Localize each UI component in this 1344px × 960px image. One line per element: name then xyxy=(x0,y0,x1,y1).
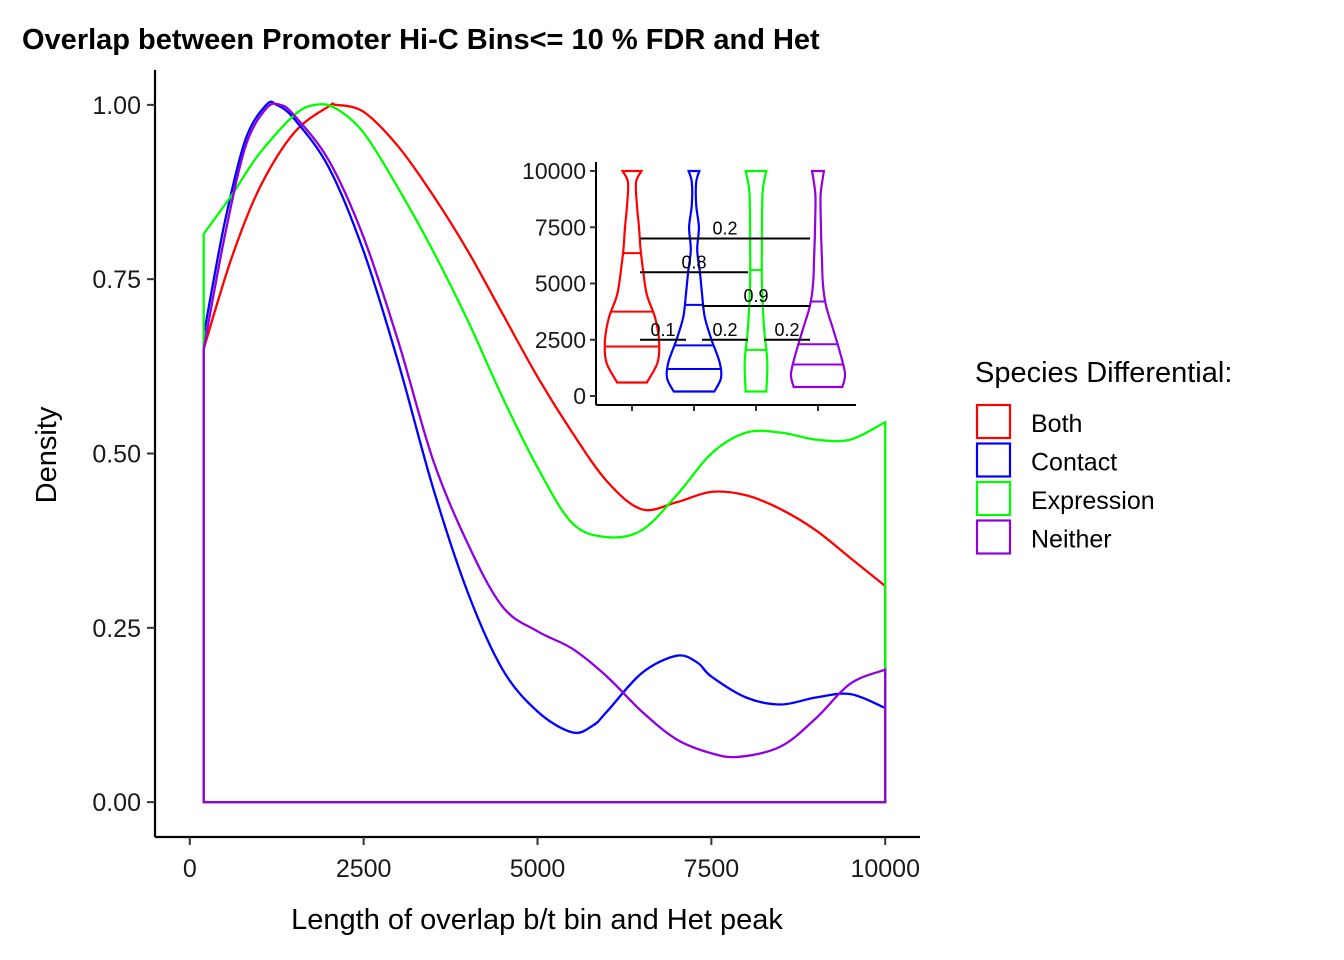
inset-violin-neither xyxy=(789,169,847,389)
x-tick-label: 2500 xyxy=(336,855,392,883)
inset-violin-contact xyxy=(665,169,723,393)
inset-y-tick-label: 7500 xyxy=(535,214,586,240)
x-tick-label: 10000 xyxy=(850,855,920,883)
inset-p-value-label: 0.1 xyxy=(650,320,675,340)
x-axis-title: Length of overlap b/t bin and Het peak xyxy=(291,904,783,936)
inset-p-value-label: 0.8 xyxy=(681,252,706,272)
density-line-expression xyxy=(202,103,887,804)
main-plot: 0 2500 5000 7500 10000 0.00 0.25 0.50 0.75 1.00 D… xyxy=(31,70,920,936)
legend: Species Differential: Both Contact Express… xyxy=(975,357,1232,555)
legend-swatch-expression xyxy=(975,480,1012,517)
density-line-contact xyxy=(202,100,887,804)
y-tick-label: 0.75 xyxy=(92,266,141,294)
inset-p-value-label: 0.2 xyxy=(712,320,737,340)
inset-violin-plot: 0 2500 5000 7500 10000 0.2 0.8 0.9 0.1 0.2 0.2 xyxy=(522,158,856,411)
legend-swatch-both xyxy=(975,403,1012,440)
inset-y-tick-label: 0 xyxy=(573,383,586,409)
density-line-both xyxy=(202,102,887,804)
inset-violin-expression xyxy=(743,169,769,393)
y-tick-label: 0.25 xyxy=(92,615,141,643)
legend-swatch-neither xyxy=(975,519,1012,555)
inset-p-value-label: 0.2 xyxy=(774,320,799,340)
inset-violin-both xyxy=(603,169,661,384)
inset-y-tick-label: 5000 xyxy=(535,271,586,297)
legend-label-contact: Contact xyxy=(1031,449,1117,477)
x-tick-label: 5000 xyxy=(510,855,566,883)
legend-title: Species Differential: xyxy=(975,357,1232,389)
inset-p-value-label: 0.2 xyxy=(712,219,737,239)
y-tick-label: 0.50 xyxy=(92,441,141,469)
y-tick-label: 1.00 xyxy=(92,92,141,120)
inset-p-value-label: 0.9 xyxy=(743,286,768,306)
x-tick-label: 0 xyxy=(183,855,197,883)
inset-y-tick-label: 10000 xyxy=(522,158,586,184)
chart-title: Overlap between Promoter Hi-C Bins<= 10 … xyxy=(22,24,820,56)
x-tick-label: 7500 xyxy=(684,855,740,883)
legend-label-both: Both xyxy=(1031,410,1082,438)
y-tick-label: 0.00 xyxy=(92,789,141,817)
legend-label-expression: Expression xyxy=(1031,487,1155,515)
legend-label-neither: Neither xyxy=(1031,526,1112,554)
legend-swatch-contact xyxy=(975,442,1012,478)
inset-y-tick-label: 2500 xyxy=(535,327,586,353)
y-axis-title: Density xyxy=(31,406,63,503)
density-line-neither xyxy=(202,102,887,804)
